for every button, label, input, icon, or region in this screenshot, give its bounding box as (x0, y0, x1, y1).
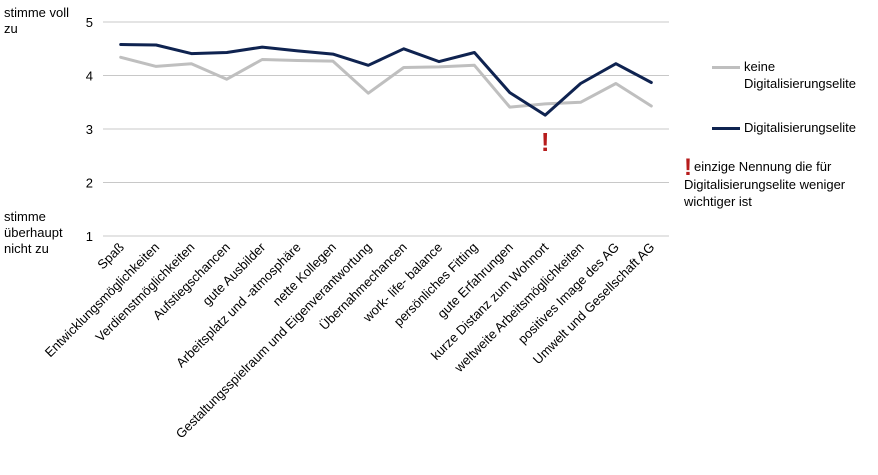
series-line-keine-digitalisierungselite (119, 55, 653, 109)
y-tick-label: 3 (86, 122, 93, 137)
y-tick-labels: 1 2 3 4 5 (86, 15, 93, 244)
legend-label-keine-digitalisierungselite: keine Digitalisierungselite (744, 59, 856, 91)
annotation-note: ! einzige Nennung die für Digitalisierung… (684, 156, 874, 210)
y-axis-top-label: stimme voll zu (4, 5, 70, 36)
y-tick-label: 5 (86, 15, 93, 30)
legend-item-digitalisierungselite: Digitalisierungselite (712, 119, 878, 136)
legend-label-digitalisierungselite: Digitalisierungselite (744, 120, 856, 135)
annotation-note-mark: ! (684, 154, 692, 181)
y-tick-label: 4 (86, 69, 93, 84)
series-line-digitalisierungselite (119, 43, 653, 117)
category-label: Spaß (94, 239, 127, 272)
legend-item-keine-digitalisierungselite: keine Digitalisierungselite (712, 58, 874, 92)
grid-lines (103, 21, 669, 237)
y-axis-bottom-label: stimme überhaupt nicht zu (4, 209, 63, 256)
y-tick-label: 1 (86, 229, 93, 244)
annotation-note-text: einzige Nennung die für Digitalisierungs… (684, 159, 846, 209)
legend-swatch-keine-digitalisierungselite (712, 66, 740, 69)
category-label: weltweite Arbeitsmöglichkeiten (451, 240, 587, 376)
y-tick-label: 2 (86, 176, 93, 191)
series-lines (119, 43, 653, 117)
annotation-mark: ! (541, 127, 550, 157)
category-labels: SpaßEntwicklungsmöglichkeitenVerdienstmö… (42, 239, 658, 441)
legend-swatch-digitalisierungselite (712, 127, 740, 130)
